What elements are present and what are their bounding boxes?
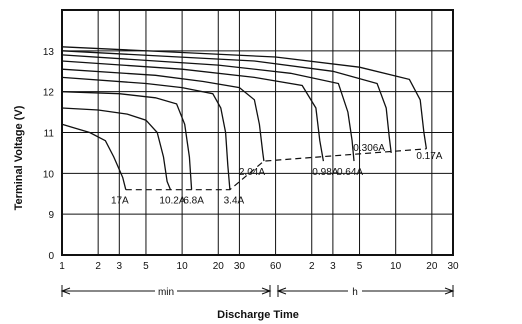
x-tick-label: 5 — [357, 261, 363, 272]
y-tick-label: 9 — [48, 210, 54, 221]
discharge-curve-6_8A — [61, 91, 193, 190]
y-tick-label: 11 — [44, 129, 55, 140]
discharge-curve-0_64A — [61, 54, 355, 162]
discharge-curve-10_2A — [61, 107, 172, 190]
x-tick-label: 60 — [270, 261, 282, 272]
x-tick-label: 10 — [177, 261, 189, 272]
curve-label: 10.2A — [159, 196, 185, 207]
curve-label: 0.306A — [353, 143, 385, 154]
h-arrow-left — [276, 287, 287, 295]
x-tick-label: 3 — [330, 261, 336, 272]
y-tick-label: 13 — [43, 47, 55, 58]
x-tick-label: 5 — [143, 261, 149, 272]
x-tick-label: 1 — [59, 261, 65, 272]
min-range-label: min — [158, 287, 174, 298]
x-tick-label: 30 — [447, 261, 459, 272]
discharge-curve-0_98A — [61, 60, 325, 162]
min-label-bg — [155, 283, 177, 297]
x-tick-label: 30 — [234, 261, 246, 272]
plot-frame — [61, 9, 454, 256]
curve-label: 3.4A — [224, 196, 245, 207]
curve-label: 0.17A — [416, 151, 442, 162]
y-axis-title: Terminal Voltage (V) — [13, 105, 25, 210]
curve-label: 0.64A — [337, 167, 363, 178]
y-tick-label: 12 — [43, 88, 55, 99]
x-tick-label: 20 — [426, 261, 438, 272]
grid — [61, 10, 454, 255]
x-tick-label: 2 — [95, 261, 101, 272]
x-tick-label: 20 — [213, 261, 225, 272]
x-tick-label: 2 — [309, 261, 315, 272]
discharge-curve-3_4A — [61, 76, 231, 190]
discharge-curve-0_17A — [61, 46, 428, 149]
discharge-curve-0_306A — [61, 50, 392, 153]
h-range-label: h — [352, 287, 358, 298]
x-tick-label: 10 — [390, 261, 402, 272]
x-axis-title: Discharge Time — [217, 309, 299, 321]
discharge-curve-2_04A — [61, 68, 265, 162]
x-tick-label: 3 — [117, 261, 123, 272]
curve-label: 0.98A — [312, 167, 338, 178]
curve-label: 2.04A — [239, 167, 265, 178]
min-arrow-right — [261, 287, 272, 295]
discharge-curve-17A — [61, 123, 127, 190]
curve-label: 17A — [111, 196, 129, 207]
y-tick-label: 0 — [48, 251, 54, 262]
cutoff-voltage-line — [125, 148, 427, 191]
time-range-brackets — [60, 285, 455, 297]
y-tick-label: 10 — [43, 169, 55, 180]
series-layer — [61, 46, 428, 191]
h-label-bg — [348, 283, 362, 297]
curve-label: 6.8A — [183, 196, 204, 207]
h-arrow-right — [444, 287, 455, 295]
min-arrow-left — [60, 287, 71, 295]
